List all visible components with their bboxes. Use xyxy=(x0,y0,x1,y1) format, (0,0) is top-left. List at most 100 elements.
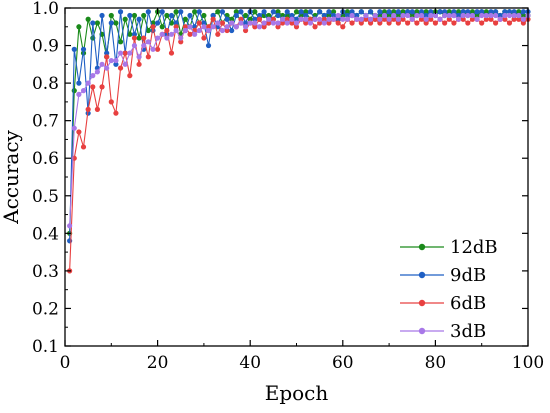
data-point xyxy=(229,16,235,22)
data-point xyxy=(168,31,175,37)
data-point xyxy=(372,16,378,22)
data-point xyxy=(414,12,420,19)
data-point xyxy=(432,20,438,26)
data-point xyxy=(391,9,397,15)
data-point xyxy=(428,9,434,15)
data-point xyxy=(303,12,309,19)
data-point xyxy=(377,16,383,22)
series-line xyxy=(69,9,528,241)
data-point xyxy=(196,9,202,15)
data-point xyxy=(275,20,281,26)
data-point xyxy=(266,16,272,22)
data-point xyxy=(330,9,337,15)
data-point xyxy=(312,16,318,22)
data-point xyxy=(502,9,508,15)
data-point xyxy=(90,73,96,79)
data-point xyxy=(321,16,327,22)
data-point xyxy=(122,61,128,67)
data-point xyxy=(90,84,96,90)
data-point xyxy=(511,12,517,19)
data-point xyxy=(488,9,494,15)
data-point xyxy=(497,12,503,19)
data-point xyxy=(187,31,193,37)
data-point xyxy=(502,12,508,19)
data-point xyxy=(201,12,207,19)
data-point xyxy=(289,12,295,19)
data-point xyxy=(238,9,244,15)
data-point xyxy=(391,16,397,22)
data-point xyxy=(289,16,295,22)
data-point xyxy=(284,9,290,15)
data-point xyxy=(150,24,156,30)
x-tick-label: 80 xyxy=(425,353,447,373)
data-point xyxy=(256,24,263,30)
data-point xyxy=(104,54,110,60)
data-point xyxy=(159,9,165,15)
data-point xyxy=(349,20,355,26)
data-point xyxy=(418,9,425,15)
data-point xyxy=(219,9,226,15)
data-point xyxy=(122,50,128,56)
data-point xyxy=(233,12,239,19)
data-point xyxy=(520,20,526,26)
data-point xyxy=(442,12,448,19)
data-point xyxy=(196,20,202,26)
data-point xyxy=(219,27,226,34)
data-point xyxy=(178,9,184,15)
data-point xyxy=(136,35,142,41)
data-point xyxy=(270,16,276,22)
data-point xyxy=(80,46,87,52)
data-point xyxy=(187,24,193,30)
legend-swatch-marker xyxy=(418,271,426,279)
data-point xyxy=(423,12,429,19)
data-point xyxy=(321,20,327,26)
data-point xyxy=(386,9,392,15)
data-point xyxy=(303,16,309,22)
data-point xyxy=(326,16,332,22)
data-point xyxy=(386,12,392,19)
data-point xyxy=(117,39,124,45)
data-point xyxy=(205,42,212,49)
y-tick-label: 0.1 xyxy=(32,337,59,357)
data-point xyxy=(405,12,411,19)
data-point xyxy=(94,20,101,26)
legend-swatch-marker xyxy=(418,299,426,307)
legend-item: 6dB xyxy=(400,293,486,314)
data-point xyxy=(85,16,91,22)
data-point xyxy=(460,12,466,19)
data-point xyxy=(99,12,105,19)
data-point xyxy=(363,16,369,22)
data-point xyxy=(446,16,452,22)
data-point xyxy=(280,20,286,26)
data-point xyxy=(159,31,165,37)
data-point xyxy=(164,12,170,19)
data-point xyxy=(330,12,337,19)
data-point xyxy=(108,20,114,26)
data-point xyxy=(317,20,323,26)
data-point xyxy=(418,16,425,22)
data-point xyxy=(99,61,105,67)
data-point xyxy=(224,24,230,30)
data-point xyxy=(437,9,443,15)
data-point xyxy=(85,80,91,86)
data-point xyxy=(469,9,476,15)
data-point xyxy=(423,16,429,22)
data-point xyxy=(289,20,295,26)
data-point xyxy=(335,12,341,19)
legend-swatch-marker xyxy=(418,327,426,335)
data-point xyxy=(155,20,161,26)
data-point xyxy=(400,16,406,22)
x-tick-label: 0 xyxy=(60,353,71,373)
data-point xyxy=(516,12,522,19)
y-tick-label: 0.2 xyxy=(32,299,59,319)
x-tick-label: 40 xyxy=(239,353,261,373)
legend: 12dB 9dB 6dB 3dB xyxy=(400,237,498,342)
data-point xyxy=(127,50,133,56)
data-point xyxy=(187,12,193,19)
data-point xyxy=(303,9,309,15)
data-point xyxy=(242,12,249,19)
y-tick-label: 0.9 xyxy=(32,37,59,57)
data-point xyxy=(261,20,267,26)
data-point xyxy=(71,88,77,94)
data-point xyxy=(479,9,485,15)
